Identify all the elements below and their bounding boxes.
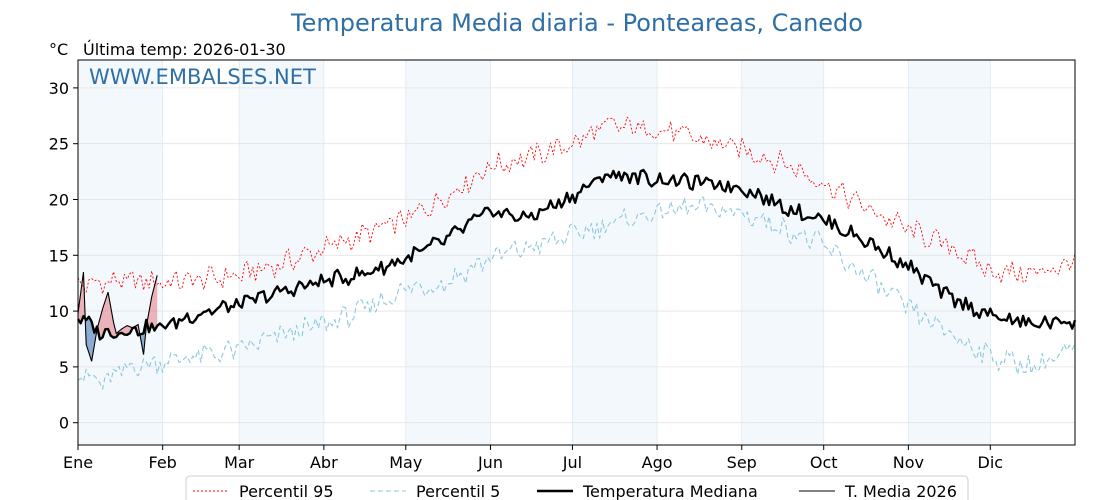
- x-tick-label-nov: Nov: [893, 453, 924, 472]
- x-tick-label-oct: Oct: [810, 453, 838, 472]
- x-tick-label-mar: Mar: [224, 453, 255, 472]
- x-tick-label-abr: Abr: [310, 453, 338, 472]
- chart-title: Temperatura Media diaria - Ponteareas, C…: [290, 9, 863, 37]
- x-tick-label-may: May: [389, 453, 422, 472]
- y-tick-label: 25: [49, 135, 69, 154]
- y-tick-label: 5: [59, 358, 69, 377]
- last-temp-label: Última temp: 2026-01-30: [83, 40, 286, 59]
- plot-frame: [77, 59, 1076, 446]
- x-tick-label-jun: Jun: [477, 453, 503, 472]
- fill-above-median: [147, 275, 158, 333]
- watermark: WWW.EMBALSES.NET: [89, 65, 316, 89]
- y-tick-label: 10: [49, 302, 69, 321]
- legend-label-percentil-95: Percentil 95: [239, 482, 334, 500]
- y-tick-label: 0: [59, 414, 69, 433]
- y-tick-label: 15: [49, 246, 69, 265]
- month-band-may: [405, 60, 491, 445]
- x-tick-label-feb: Feb: [149, 453, 177, 472]
- x-tick-label-sep: Sep: [727, 453, 757, 472]
- month-band-ene: [78, 60, 163, 445]
- month-band-jul: [572, 60, 658, 445]
- series-percentil-5: [77, 196, 1076, 390]
- x-tick-label-jul: Jul: [562, 453, 582, 472]
- fill-above-median: [78, 272, 85, 324]
- month-band-nov: [908, 60, 991, 445]
- y-tick-label: 30: [49, 79, 69, 98]
- legend: Percentil 95 Percentil 5 Temperatura Media…: [185, 475, 969, 500]
- x-tick-label-ene: Ene: [63, 453, 93, 472]
- legend-label-percentil-5: Percentil 5: [416, 482, 500, 500]
- legend-box: [185, 475, 969, 500]
- month-band-sep: [741, 60, 824, 445]
- x-tick-label-dic: Dic: [978, 453, 1004, 472]
- series-temperatura-mediana: [76, 168, 1077, 341]
- legend-label-t-media-2026: T. Media 2026: [844, 482, 957, 500]
- y-axis-unit: °C: [49, 40, 68, 59]
- series-t-media-2026: [77, 271, 158, 362]
- y-tick-label: 20: [49, 190, 69, 209]
- x-tick-label-ago: Ago: [642, 453, 673, 472]
- month-band-mar: [239, 60, 324, 445]
- legend-label-temperatura-mediana: Temperatura Mediana: [582, 482, 758, 500]
